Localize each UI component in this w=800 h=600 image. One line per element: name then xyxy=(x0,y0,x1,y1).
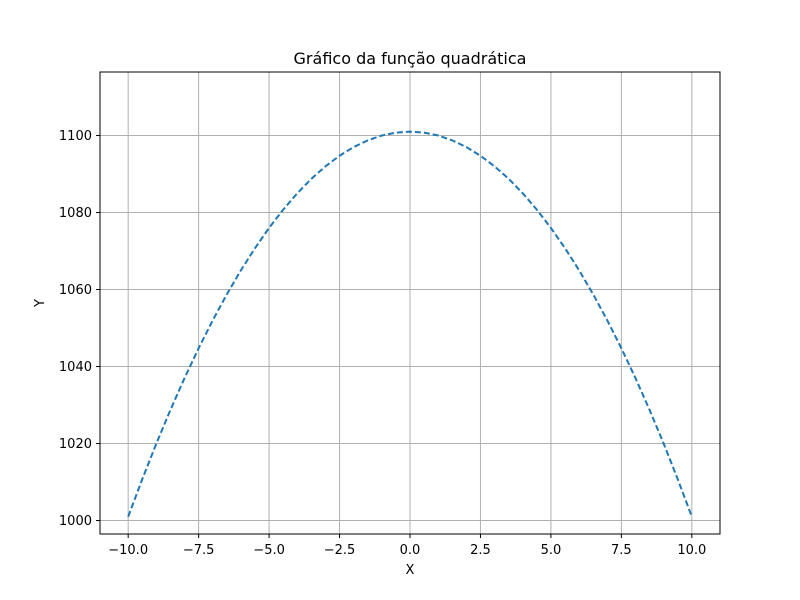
y-tick-label: 1080 xyxy=(59,206,92,221)
x-tick-label: 10.0 xyxy=(677,543,706,558)
grid-lines xyxy=(100,72,720,534)
y-axis-label: Y xyxy=(33,299,48,308)
y-tick-label: 1020 xyxy=(59,437,92,452)
x-tick-label: −7.5 xyxy=(183,543,215,558)
series-layer xyxy=(127,130,693,518)
x-tick-label: 5.0 xyxy=(541,543,562,558)
y-tick-label: 1000 xyxy=(59,514,92,529)
x-tick-label: 2.5 xyxy=(470,543,491,558)
y-tick-label: 1060 xyxy=(59,283,92,298)
x-tick-label: 7.5 xyxy=(611,543,632,558)
x-axis-ticks: −10.0 −7.5 −5.0 −2.5 0.0 2.5 5.0 7.5 10.0 xyxy=(108,534,706,558)
chart-title: Gráfico da função quadrática xyxy=(294,49,527,68)
x-tick-label: −2.5 xyxy=(324,543,356,558)
x-tick-label: −5.0 xyxy=(253,543,285,558)
y-tick-label: 1040 xyxy=(59,360,92,375)
x-axis-label: X xyxy=(406,563,415,578)
series-line-0 xyxy=(127,130,693,518)
x-tick-label: −10.0 xyxy=(108,543,148,558)
y-axis-ticks: 1000 1020 1040 1060 1080 1100 xyxy=(59,129,100,529)
x-tick-label: 0.0 xyxy=(400,543,421,558)
y-tick-label: 1100 xyxy=(59,129,92,144)
